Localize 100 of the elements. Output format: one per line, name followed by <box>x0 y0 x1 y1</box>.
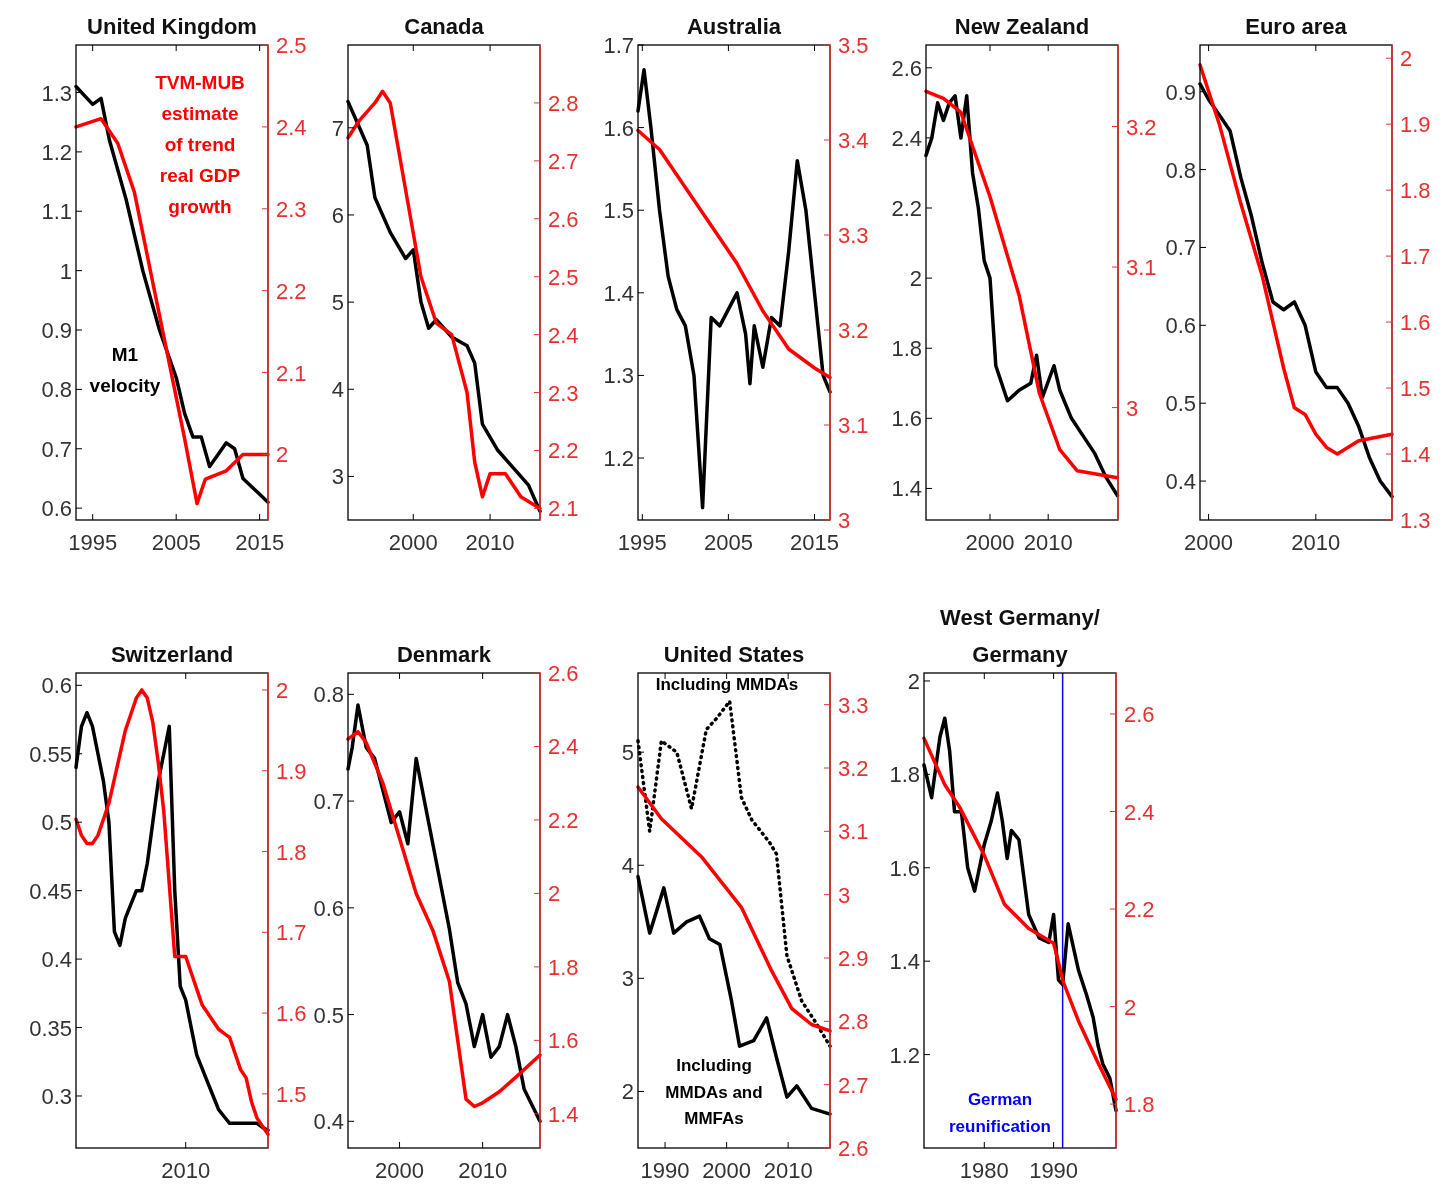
y-tick-label: 0.4 <box>1165 469 1196 495</box>
y-tick-label: 2.6 <box>891 55 922 81</box>
y2-tick-label: 2.2 <box>276 278 307 304</box>
y2-tick-label: 3 <box>838 508 851 533</box>
y2-tick-label: 2.6 <box>838 1136 869 1161</box>
y2-tick-label: 2.5 <box>276 33 307 58</box>
y-tick-label: 0.6 <box>1165 313 1196 339</box>
y2-tick-label: 3.1 <box>1126 255 1157 281</box>
y-tick-label: 6 <box>331 202 344 228</box>
y2-tick-label: 3.3 <box>838 692 869 718</box>
x-tick-label: 2005 <box>151 530 201 555</box>
y-tick-label: 1.8 <box>891 336 922 362</box>
y-tick-label: 1.4 <box>603 280 634 306</box>
y2-tick-label: 2.3 <box>548 380 579 406</box>
y2-tick-label: 1.5 <box>1400 376 1431 402</box>
y-tick-label: 0.5 <box>313 1002 344 1028</box>
y-tick-label: 2 <box>907 668 920 694</box>
y-tick-label: 0.9 <box>1165 79 1196 105</box>
chart-title: New Zealand <box>954 14 1090 39</box>
y-tick-label: 1.6 <box>889 855 920 881</box>
y-tick-label: 2.2 <box>891 196 922 222</box>
x-tick-label: 2010 <box>1023 530 1073 555</box>
y-tick-label: 0.6 <box>313 895 344 921</box>
y2-tick-label: 2 <box>1400 46 1413 72</box>
y2-tick-label: 2.5 <box>548 264 579 290</box>
chart-title: Switzerland <box>110 642 234 667</box>
x-tick-label: 2015 <box>235 530 285 555</box>
y-tick-label: 1.3 <box>41 80 72 106</box>
y-tick-label: 1.2 <box>41 139 72 165</box>
y-tick-label: 0.6 <box>41 673 72 699</box>
y2-tick-label: 1.9 <box>276 758 307 784</box>
y-tick-label: 0.3 <box>41 1083 72 1109</box>
x-tick-label: 2010 <box>763 1158 813 1183</box>
x-tick-label: 1990 <box>1029 1158 1079 1183</box>
y-tick-label: 0.8 <box>1165 157 1196 183</box>
y-tick-label: 1.7 <box>603 33 634 58</box>
y2-tick-label: 2.2 <box>548 438 579 464</box>
x-tick-label: 1995 <box>617 530 667 555</box>
y-tick-label: 0.4 <box>313 1109 344 1135</box>
y-tick-label: 1.6 <box>891 406 922 432</box>
y-tick-label: 1.6 <box>603 115 634 141</box>
y2-tick-label: 2.2 <box>1124 897 1155 923</box>
x-tick-label: 2010 <box>161 1158 211 1183</box>
y2-tick-label: 3.3 <box>838 223 869 248</box>
annotation: Including MMDAs <box>655 675 799 694</box>
y-tick-label: 1.4 <box>889 949 920 975</box>
y2-tick-label: 1.8 <box>548 954 579 980</box>
y-tick-label: 0.9 <box>41 318 72 343</box>
y-tick-label: 1.1 <box>41 199 72 225</box>
y2-tick-label: 2.8 <box>548 90 579 116</box>
y2-tick-label: 3.2 <box>1126 114 1157 140</box>
y-tick-label: 0.45 <box>29 878 72 904</box>
y-tick-label: 1.3 <box>603 363 634 389</box>
y-tick-label: 2 <box>621 1079 634 1105</box>
annotation: Including MMDAs and MMFAs <box>665 1056 763 1128</box>
y-tick-label: 5 <box>621 740 634 766</box>
y2-tick-label: 3.1 <box>838 413 869 438</box>
y2-tick-label: 1.8 <box>1400 178 1431 204</box>
x-tick-label: 2015 <box>790 530 839 555</box>
y2-tick-label: 2.4 <box>1124 799 1155 825</box>
chart-title: Denmark <box>396 642 492 667</box>
y2-tick-label: 2.9 <box>838 946 869 971</box>
ref-line-label: German reunification <box>948 1090 1052 1136</box>
y2-tick-label: 1.5 <box>276 1081 307 1107</box>
annotation: TVM-MUB estimate of trend real GDP growth <box>155 72 245 217</box>
y-tick-label: 2.4 <box>891 125 922 151</box>
y2-tick-label: 3.5 <box>838 33 869 58</box>
y2-tick-label: 2 <box>276 677 289 703</box>
y2-tick-label: 1.8 <box>1124 1092 1155 1118</box>
x-tick-label: 2000 <box>702 1158 752 1183</box>
line-series <box>636 785 832 1033</box>
y2-tick-label: 1.8 <box>276 839 307 865</box>
y2-tick-label: 2.3 <box>276 196 307 222</box>
y2-tick-label: 2.8 <box>838 1009 869 1035</box>
x-tick-label: 2010 <box>1291 530 1341 555</box>
y-tick-label: 0.8 <box>41 377 72 403</box>
y2-tick-label: 3.1 <box>838 819 869 845</box>
y2-tick-label: 3 <box>838 882 851 908</box>
y2-tick-label: 2.7 <box>838 1072 869 1098</box>
y2-tick-label: 3.2 <box>838 756 869 781</box>
chart-title: United Kingdom <box>87 14 257 39</box>
y-tick-label: 0.5 <box>41 810 72 836</box>
y-tick-label: 3 <box>621 966 634 992</box>
y2-tick-label: 1.7 <box>276 920 307 946</box>
y-tick-label: 4 <box>331 377 344 403</box>
y2-tick-label: 1.3 <box>1400 508 1431 533</box>
y2-tick-label: 2.4 <box>548 734 579 760</box>
y-tick-label: 0.4 <box>41 947 72 973</box>
y2-tick-label: 1.4 <box>1400 442 1431 468</box>
y2-tick-label: 2.4 <box>276 114 307 140</box>
y-tick-label: 1.5 <box>603 198 634 224</box>
annotation: M1 velocity <box>89 344 161 396</box>
y-tick-label: 0.5 <box>1165 391 1196 417</box>
y-tick-label: 1.4 <box>891 476 922 502</box>
y2-tick-label: 2.6 <box>1124 701 1155 727</box>
y2-tick-label: 2 <box>548 881 561 907</box>
y-tick-label: 0.55 <box>29 741 72 767</box>
x-tick-label: 2000 <box>375 1158 425 1183</box>
chart-title: Australia <box>686 14 782 39</box>
y2-tick-label: 2.6 <box>548 206 579 232</box>
